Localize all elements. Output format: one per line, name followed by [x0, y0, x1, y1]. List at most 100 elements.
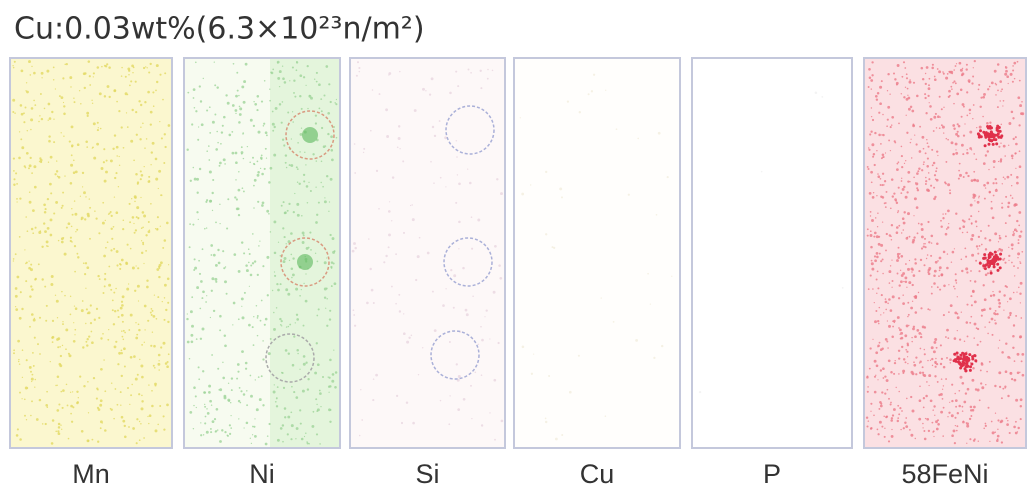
atom: [616, 128, 618, 130]
atom: [1017, 252, 1020, 255]
atom: [108, 266, 110, 268]
atom: [896, 168, 899, 171]
atom: [870, 215, 871, 216]
atom: [951, 88, 953, 90]
atom: [930, 360, 931, 361]
atom: [297, 168, 299, 170]
atom: [899, 284, 901, 286]
atom: [150, 203, 152, 205]
atom: [122, 420, 125, 423]
atom: [235, 113, 236, 114]
atom: [306, 185, 309, 188]
atom: [55, 295, 56, 296]
atom: [874, 232, 877, 235]
atom: [292, 121, 294, 123]
atom: [1009, 314, 1011, 316]
atom: [323, 94, 325, 96]
atom: [979, 106, 981, 108]
atom: [656, 214, 658, 216]
atom: [194, 258, 196, 260]
atom: [943, 132, 944, 133]
atom: [406, 341, 409, 344]
atom: [953, 103, 955, 105]
atom: [258, 245, 260, 247]
atom: [1011, 111, 1014, 114]
atom: [241, 241, 243, 243]
atom: [1004, 178, 1006, 180]
atom: [103, 255, 106, 258]
atom: [277, 62, 279, 64]
atom: [154, 384, 156, 386]
atom: [1015, 399, 1018, 402]
atom: [974, 60, 976, 62]
atom: [55, 201, 58, 204]
atom: [56, 338, 59, 341]
atom: [1017, 267, 1019, 269]
atom: [392, 176, 394, 178]
atom: [143, 215, 146, 218]
atom: [139, 359, 140, 360]
atom: [975, 260, 977, 262]
atom: [63, 135, 64, 136]
atom: [903, 61, 905, 63]
atom: [159, 267, 161, 269]
atom: [880, 178, 882, 180]
atom: [80, 196, 81, 197]
atom: [276, 307, 277, 308]
atom: [886, 125, 888, 127]
atom: [238, 214, 240, 216]
atom: [194, 107, 196, 109]
atom: [291, 386, 293, 388]
atom: [187, 149, 189, 151]
atom: [290, 164, 293, 167]
atom: [206, 199, 208, 201]
atom: [209, 400, 212, 403]
atom: [291, 138, 292, 139]
atom: [961, 116, 963, 118]
atom: [971, 304, 973, 306]
atom: [245, 63, 248, 66]
atom: [871, 116, 872, 117]
atom: [154, 294, 155, 295]
atom: [868, 149, 870, 151]
atom: [1005, 222, 1007, 224]
atom: [533, 353, 534, 354]
atom: [132, 72, 133, 73]
atom: [228, 383, 229, 384]
atom: [313, 411, 315, 413]
atom: [450, 269, 452, 271]
atom: [157, 216, 159, 218]
atom: [50, 361, 51, 362]
atom: [886, 191, 888, 193]
atom: [26, 91, 29, 94]
atom: [156, 228, 158, 230]
atom: [478, 344, 479, 345]
atom: [918, 270, 920, 272]
cluster-atom: [974, 359, 977, 362]
atom: [991, 421, 993, 423]
atom: [912, 241, 915, 244]
panel: [350, 58, 505, 448]
atom: [29, 191, 30, 192]
atom: [904, 334, 907, 337]
atom: [467, 168, 468, 169]
atom: [333, 263, 335, 265]
atom: [898, 161, 900, 163]
atom: [870, 211, 872, 213]
atom: [1009, 357, 1011, 359]
atom: [277, 439, 280, 442]
atom: [943, 385, 944, 386]
atom: [39, 161, 40, 162]
atom: [931, 422, 933, 424]
atom: [999, 386, 1001, 388]
atom: [222, 377, 225, 380]
atom: [915, 373, 917, 375]
atom: [138, 100, 140, 102]
atom: [965, 267, 968, 270]
atom: [273, 220, 276, 223]
atom: [305, 362, 307, 364]
atom: [303, 283, 304, 284]
atom: [283, 387, 285, 389]
atom: [961, 72, 964, 75]
atom: [109, 96, 111, 98]
